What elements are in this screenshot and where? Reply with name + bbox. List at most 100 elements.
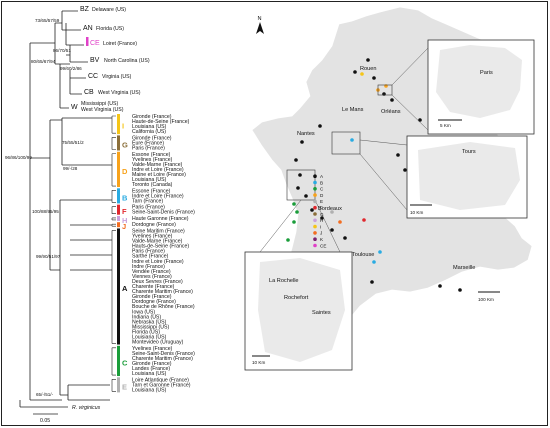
support-value: 99/90/51/97 [36, 254, 61, 259]
legend-label: A [320, 174, 324, 179]
legend-marker [313, 243, 317, 248]
taxon-label: Valde-Marne (France) [132, 239, 183, 245]
legend-label: E [320, 199, 323, 204]
clade-color-bar [117, 151, 120, 188]
sample-point [458, 288, 462, 292]
taxon-label: Haute-de-Seine (France) [132, 119, 190, 125]
taxon-label: Mississippi (US) [132, 324, 169, 330]
sample-point [292, 202, 296, 206]
sample-point [372, 260, 376, 264]
clade-bracket [111, 230, 116, 344]
taxon-label: Gironde (France) [132, 135, 172, 141]
taxon-label: Louisiana (US) [132, 124, 167, 130]
group-label: Florida (US) [96, 26, 124, 32]
taxon-label: Toronto (Canada) [132, 182, 173, 188]
sample-point [330, 210, 334, 214]
clade-color-bar [117, 222, 120, 228]
sample-point [390, 98, 394, 102]
taxon-label: Charente Maritim (France) [132, 289, 193, 295]
group-label: North Carolina (US) [104, 58, 150, 64]
group-color-bar-CE [86, 37, 89, 46]
legend-marker [313, 205, 317, 210]
sample-point [438, 284, 442, 288]
clade-bracket [111, 347, 116, 376]
city-label: Rouen [360, 66, 376, 72]
legend-marker [313, 180, 317, 185]
legend-label: H [320, 218, 323, 223]
inset-charente-land [258, 258, 345, 362]
clade-color-bar [117, 135, 120, 151]
clade-bracket [111, 153, 116, 187]
scale-label: 10 Km [410, 210, 423, 215]
taxon-label: California (US) [132, 129, 166, 135]
sample-point [330, 228, 334, 232]
scale-label: 5 Km [440, 123, 451, 128]
locator-tours [331, 131, 361, 155]
taxon-label: Indre et Loire (France) [132, 167, 184, 173]
city-label: Rochefort [284, 295, 309, 301]
sample-point [286, 238, 290, 242]
taxon-label: Valde-Marne (France) [132, 162, 183, 168]
clade-bracket [111, 190, 116, 203]
city-label: Marseille [453, 265, 475, 271]
clade-bracket [111, 115, 116, 134]
taxon-label: Charente (France) [132, 284, 175, 290]
group-label: West Virginia (US) [98, 90, 141, 96]
group-label: West Virginia (US) [81, 107, 124, 113]
taxon-label: Seine Maritim (France) [132, 228, 185, 234]
legend-label: F [320, 206, 323, 211]
taxon-label: Gironde (France) [132, 361, 172, 367]
city-label: Orléans [381, 109, 401, 115]
tree-scale-label: 0.05 [40, 418, 50, 424]
taxon-label: Seine-Saint-Denis (France) [132, 351, 195, 357]
north-label: N [258, 16, 262, 22]
taxon-label: Indre et Loire (France) [132, 193, 184, 199]
locator-lines [259, 47, 429, 253]
sample-point [320, 216, 324, 220]
group-code-BV: BV [90, 57, 100, 64]
support-value: 99/60/2/86 [60, 66, 82, 71]
legend-marker [313, 212, 317, 216]
group-label: Virginia (US) [102, 74, 132, 80]
taxon-label: Essone (France) [132, 152, 171, 158]
taxon-label: Dordogne (France) [132, 299, 176, 305]
sample-point [294, 158, 298, 162]
sample-point [318, 124, 322, 128]
clade-bracket [111, 379, 116, 392]
clade-list: Gironde (France)Haute-de-Seine (France)L… [111, 114, 195, 393]
legend-label: G [320, 212, 324, 217]
taxon-label: Bouche de Rhône (France) [132, 304, 195, 310]
north-arrow-icon [256, 22, 264, 34]
taxon-label: Tarn et Garonne (France) [132, 382, 191, 388]
clade-bracket [111, 206, 116, 214]
clade-bracket [111, 217, 116, 221]
sample-point [362, 218, 366, 222]
clade-bracket [111, 223, 116, 227]
clade-bracket [111, 137, 116, 150]
group-code-AN: AN [83, 25, 93, 32]
taxon-label: Louisiana (US) [132, 177, 167, 183]
sample-point [370, 280, 374, 284]
support-value: 99/-/28 [63, 166, 78, 171]
clade-letter: J [122, 222, 126, 231]
legend-label: D [320, 193, 324, 198]
sample-point [372, 76, 376, 80]
group-label: Loiret (France) [103, 41, 137, 47]
legend-label: J [320, 231, 322, 236]
support-value: 73/65/57/59 [35, 18, 60, 23]
city-label: Toulouse [352, 252, 374, 258]
legend-marker [313, 187, 317, 191]
clade-color-bar [117, 345, 120, 377]
inset-paris-land [436, 45, 522, 118]
legend-marker [313, 199, 317, 204]
clade-color-bar [117, 114, 120, 135]
sample-point [304, 194, 308, 198]
taxon-label: Indiana (US) [132, 314, 161, 320]
taxon-label: Louisiana (US) [132, 371, 167, 377]
taxon-label: Paris (France) [132, 249, 165, 255]
sample-point [350, 138, 354, 142]
clade-color-bar [117, 204, 120, 215]
